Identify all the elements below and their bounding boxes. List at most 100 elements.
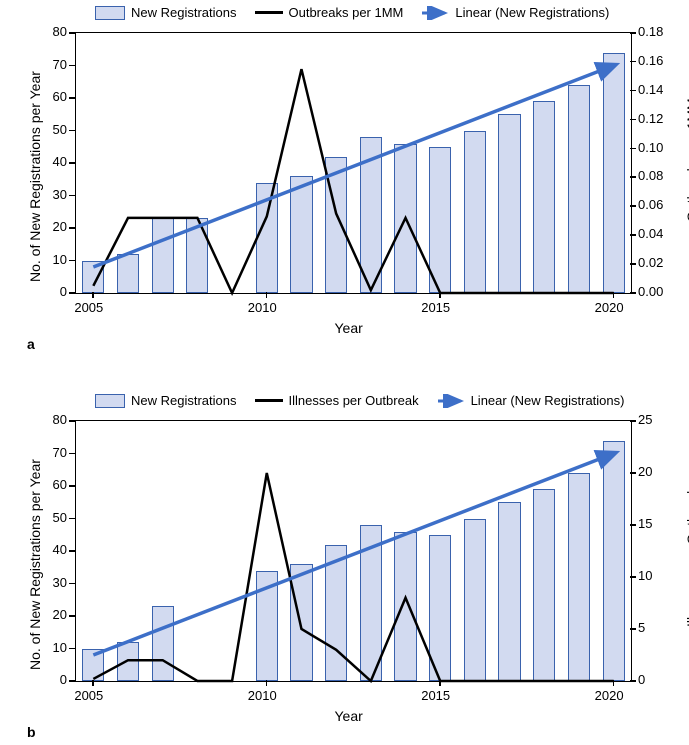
xtick-label: 2010 (248, 300, 277, 315)
ytick-label-right: 0.10 (638, 140, 663, 155)
legend-swatch-bar (95, 6, 125, 20)
bar (256, 571, 278, 682)
ytick-label-right: 0.06 (638, 197, 663, 212)
xtick-label: 2005 (74, 688, 103, 703)
bar (394, 144, 416, 294)
bar (429, 535, 451, 681)
ytick-label-right: 0 (638, 672, 645, 687)
legend-label: Illnesses per Outbreak (289, 393, 419, 408)
ytick-label-right: 10 (638, 568, 652, 583)
ytick-label-right: 0.16 (638, 53, 663, 68)
ytick-right (630, 148, 636, 150)
bar (117, 254, 139, 293)
ytick-label-left: 30 (53, 187, 67, 202)
ytick-right (630, 420, 636, 422)
ytick-left (69, 680, 75, 682)
panel-letter-a: a (27, 336, 35, 352)
ytick-right (630, 61, 636, 63)
ytick-right (630, 119, 636, 121)
ytick-left (69, 453, 75, 455)
bar (256, 183, 278, 294)
bar (290, 564, 312, 681)
bar (603, 441, 625, 682)
ytick-left (69, 65, 75, 67)
ytick-label-right: 0.18 (638, 24, 663, 39)
xtick (613, 680, 615, 686)
bar (568, 473, 590, 681)
ytick-label-left: 70 (53, 445, 67, 460)
bar (186, 218, 208, 293)
xtick (92, 292, 94, 298)
bar (152, 606, 174, 681)
ytick-left (69, 292, 75, 294)
ytick-label-left: 60 (53, 89, 67, 104)
ytick-label-right: 0.02 (638, 255, 663, 270)
legend-label: New Registrations (131, 5, 237, 20)
ytick-left (69, 130, 75, 132)
legend-panel-a: New Registrations Outbreaks per 1MM Linear… (95, 5, 609, 20)
ytick-right (630, 32, 636, 34)
xtick (613, 292, 615, 298)
bar (568, 85, 590, 293)
legend-swatch-arrow (421, 6, 449, 20)
xtick (439, 292, 441, 298)
xlabel: Year (335, 320, 363, 336)
panel-letter-b: b (27, 724, 36, 740)
ytick-label-left: 80 (53, 24, 67, 39)
ytick-left (69, 97, 75, 99)
legend-item: Linear (New Registrations) (421, 5, 609, 20)
ylabel-right: Illnesses per Outbreak (684, 487, 689, 627)
ytick-left (69, 420, 75, 422)
bar (498, 114, 520, 293)
xtick-label: 2010 (248, 688, 277, 703)
ytick-label-left: 50 (53, 510, 67, 525)
bar (360, 525, 382, 681)
legend-swatch-line (255, 399, 283, 402)
bar (325, 545, 347, 682)
xtick-label: 2015 (421, 688, 450, 703)
ytick-label-right: 0.08 (638, 168, 663, 183)
ytick-label-right: 0.00 (638, 284, 663, 299)
figure-root: New Registrations Outbreaks per 1MM Linear… (0, 0, 689, 745)
legend-label: Linear (New Registrations) (455, 5, 609, 20)
ytick-label-left: 20 (53, 607, 67, 622)
xtick-label: 2020 (595, 300, 624, 315)
bar (82, 261, 104, 294)
bar (498, 502, 520, 681)
xtick (266, 680, 268, 686)
legend-swatch-arrow (437, 394, 465, 408)
ytick-label-left: 10 (53, 640, 67, 655)
legend-item: Linear (New Registrations) (437, 393, 625, 408)
ytick-left (69, 260, 75, 262)
bar (533, 489, 555, 681)
ytick-right (630, 292, 636, 294)
plot-area-a (75, 32, 632, 294)
ytick-label-left: 60 (53, 477, 67, 492)
ylabel-left: No. of New Registrations per Year (27, 71, 43, 282)
xtick-label: 2005 (74, 300, 103, 315)
bar (82, 649, 104, 682)
legend-swatch-bar (95, 394, 125, 408)
bar (325, 157, 347, 294)
ytick-label-right: 25 (638, 412, 652, 427)
ytick-right (630, 524, 636, 526)
ytick-label-left: 40 (53, 154, 67, 169)
ytick-left (69, 485, 75, 487)
bar (360, 137, 382, 293)
legend-item: Illnesses per Outbreak (255, 393, 419, 408)
ytick-right (630, 234, 636, 236)
ytick-label-left: 20 (53, 219, 67, 234)
ytick-label-right: 15 (638, 516, 652, 531)
bar (152, 218, 174, 293)
ytick-label-left: 40 (53, 542, 67, 557)
ytick-left (69, 550, 75, 552)
bar (533, 101, 555, 293)
ytick-right (630, 263, 636, 265)
legend-label: Linear (New Registrations) (471, 393, 625, 408)
xtick (92, 680, 94, 686)
xtick (266, 292, 268, 298)
legend-label: Outbreaks per 1MM (289, 5, 404, 20)
legend-swatch-line (255, 11, 283, 14)
ytick-left (69, 32, 75, 34)
bar (394, 532, 416, 682)
